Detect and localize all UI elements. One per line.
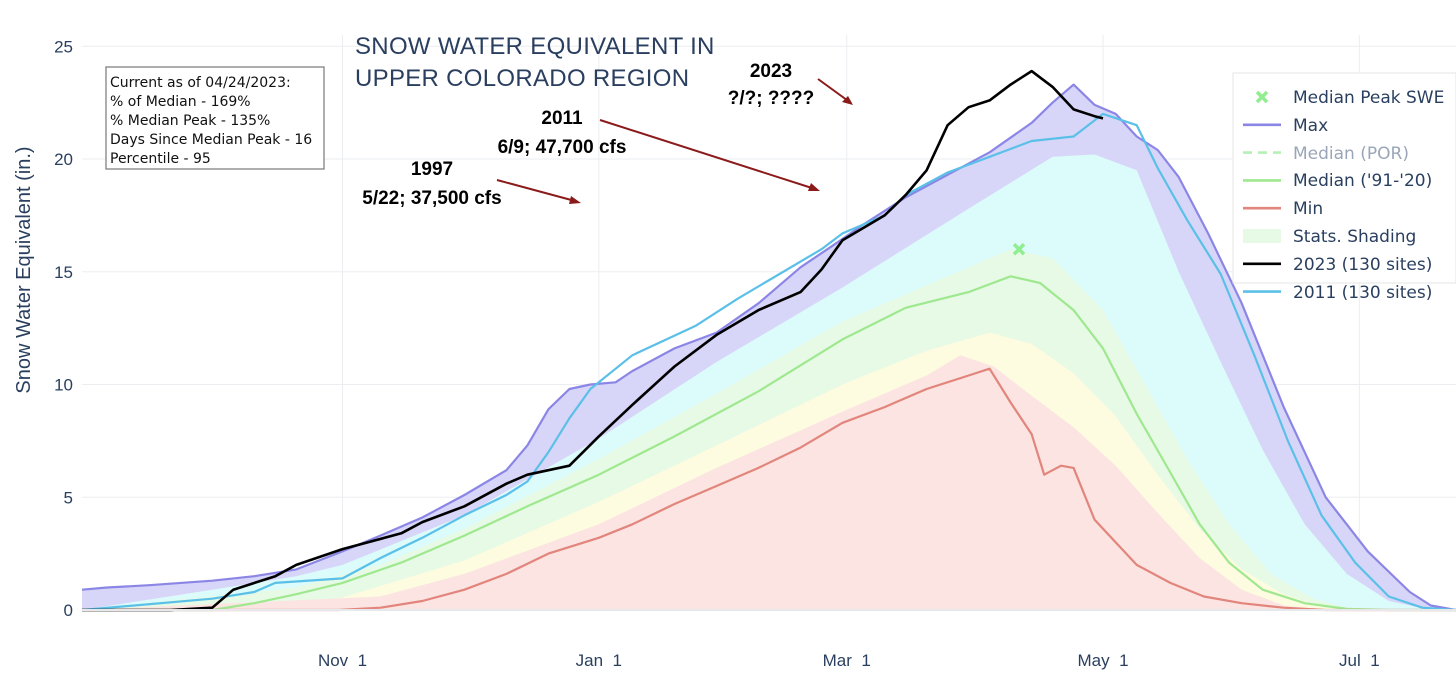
legend-swatch-median-peak-swe <box>1255 90 1269 104</box>
annotation-2011-year: 2011 <box>541 108 583 129</box>
legend: Median Peak SWE Max Median (POR) Median … <box>1232 72 1456 303</box>
annotation-1997-detail: 5/22; 37,500 cfs <box>362 188 501 209</box>
legend-swatches <box>1243 90 1281 293</box>
annotation-2023-year: 2023 <box>750 61 792 82</box>
legend-label-min: Min <box>1293 199 1323 219</box>
chart-title-line-1: SNOW WATER EQUIVALENT IN <box>355 33 715 60</box>
annotation-2011-arrow <box>599 119 816 190</box>
info-line-pct-median-peak: % Median Peak - 135% <box>110 113 270 129</box>
legend-label-2011: 2011 (130 sites) <box>1293 283 1432 303</box>
legend-swatch-stats-shading <box>1243 229 1281 243</box>
y-tick-label-20: 20 <box>54 150 73 169</box>
annotation-2023: 2023 ?/?; ???? <box>728 61 853 109</box>
y-tick-label-15: 15 <box>54 263 73 282</box>
annotation-1997-arrow <box>496 179 576 202</box>
x-tick-label-3: May 1 <box>1078 651 1129 670</box>
legend-label-2023: 2023 (130 sites) <box>1293 255 1432 275</box>
legend-label-median-por: Median (POR) <box>1293 144 1409 164</box>
annotation-2011: 2011 6/9; 47,700 cfs <box>498 108 820 191</box>
series-lines <box>81 69 1456 612</box>
x-tick-label-4: Jul 1 <box>1339 651 1380 670</box>
x-tick-label-2: Mar 1 <box>823 651 871 670</box>
info-line-pct-median: % of Median - 169% <box>110 94 251 110</box>
legend-frame <box>1232 72 1456 284</box>
band-stats-shading-10th <box>82 355 1456 610</box>
legend-label-stats-shading: Stats. Shading <box>1293 227 1416 247</box>
annotation-1997: 1997 5/22; 37,500 cfs <box>362 159 581 209</box>
stats-shading-bands <box>82 84 1456 611</box>
annotation-1997-year: 1997 <box>411 159 453 180</box>
y-axis-label: Snow Water Equivalent (in.) <box>13 146 35 393</box>
y-tick-label-5: 5 <box>64 488 73 507</box>
axes: 0 5 10 15 20 25 Nov 1 Jan 1 Mar 1 May 1 Jul 1 <box>54 37 1456 670</box>
series-min <box>82 367 1456 612</box>
chart-title-line-2: UPPER COLORADO REGION <box>355 65 689 92</box>
info-box-frame <box>105 66 325 170</box>
annotation-2011-detail: 6/9; 47,700 cfs <box>498 137 627 158</box>
annotation-2011-arrowhead <box>808 183 820 191</box>
y-tick-label-0: 0 <box>64 601 73 620</box>
info-line-percentile: Percentile - 95 <box>110 151 211 167</box>
legend-label-median-peak-swe: Median Peak SWE <box>1293 88 1444 108</box>
annotation-2023-detail: ?/?; ???? <box>728 88 815 109</box>
legend-label-max: Max <box>1293 116 1328 136</box>
median-peak-marker <box>1012 242 1026 256</box>
info-line-days-since-peak: Days Since Median Peak - 16 <box>110 132 312 148</box>
y-tick-label-10: 10 <box>54 376 73 395</box>
info-box: Current as of 04/24/2023: % of Median - … <box>105 66 325 170</box>
legend-swatch-median-peak-swe-b <box>1255 90 1269 104</box>
legend-label-median-91-20: Median ('91-'20) <box>1293 171 1432 191</box>
series-median-91-20 <box>82 275 1456 612</box>
series-2011-130-sites <box>81 112 1456 612</box>
y-tick-label-25: 25 <box>54 37 73 56</box>
median-peak-marker-stroke-2 <box>1012 242 1026 256</box>
annotation-2023-arrowhead <box>842 96 853 105</box>
x-tick-label-0: Nov 1 <box>318 651 367 670</box>
annotation-1997-arrowhead <box>569 196 581 204</box>
x-tick-label-1: Jan 1 <box>576 651 622 670</box>
info-line-current: Current as of 04/24/2023: <box>110 75 291 91</box>
series-2023-130-sites <box>82 69 1104 612</box>
series-max <box>81 83 1456 612</box>
